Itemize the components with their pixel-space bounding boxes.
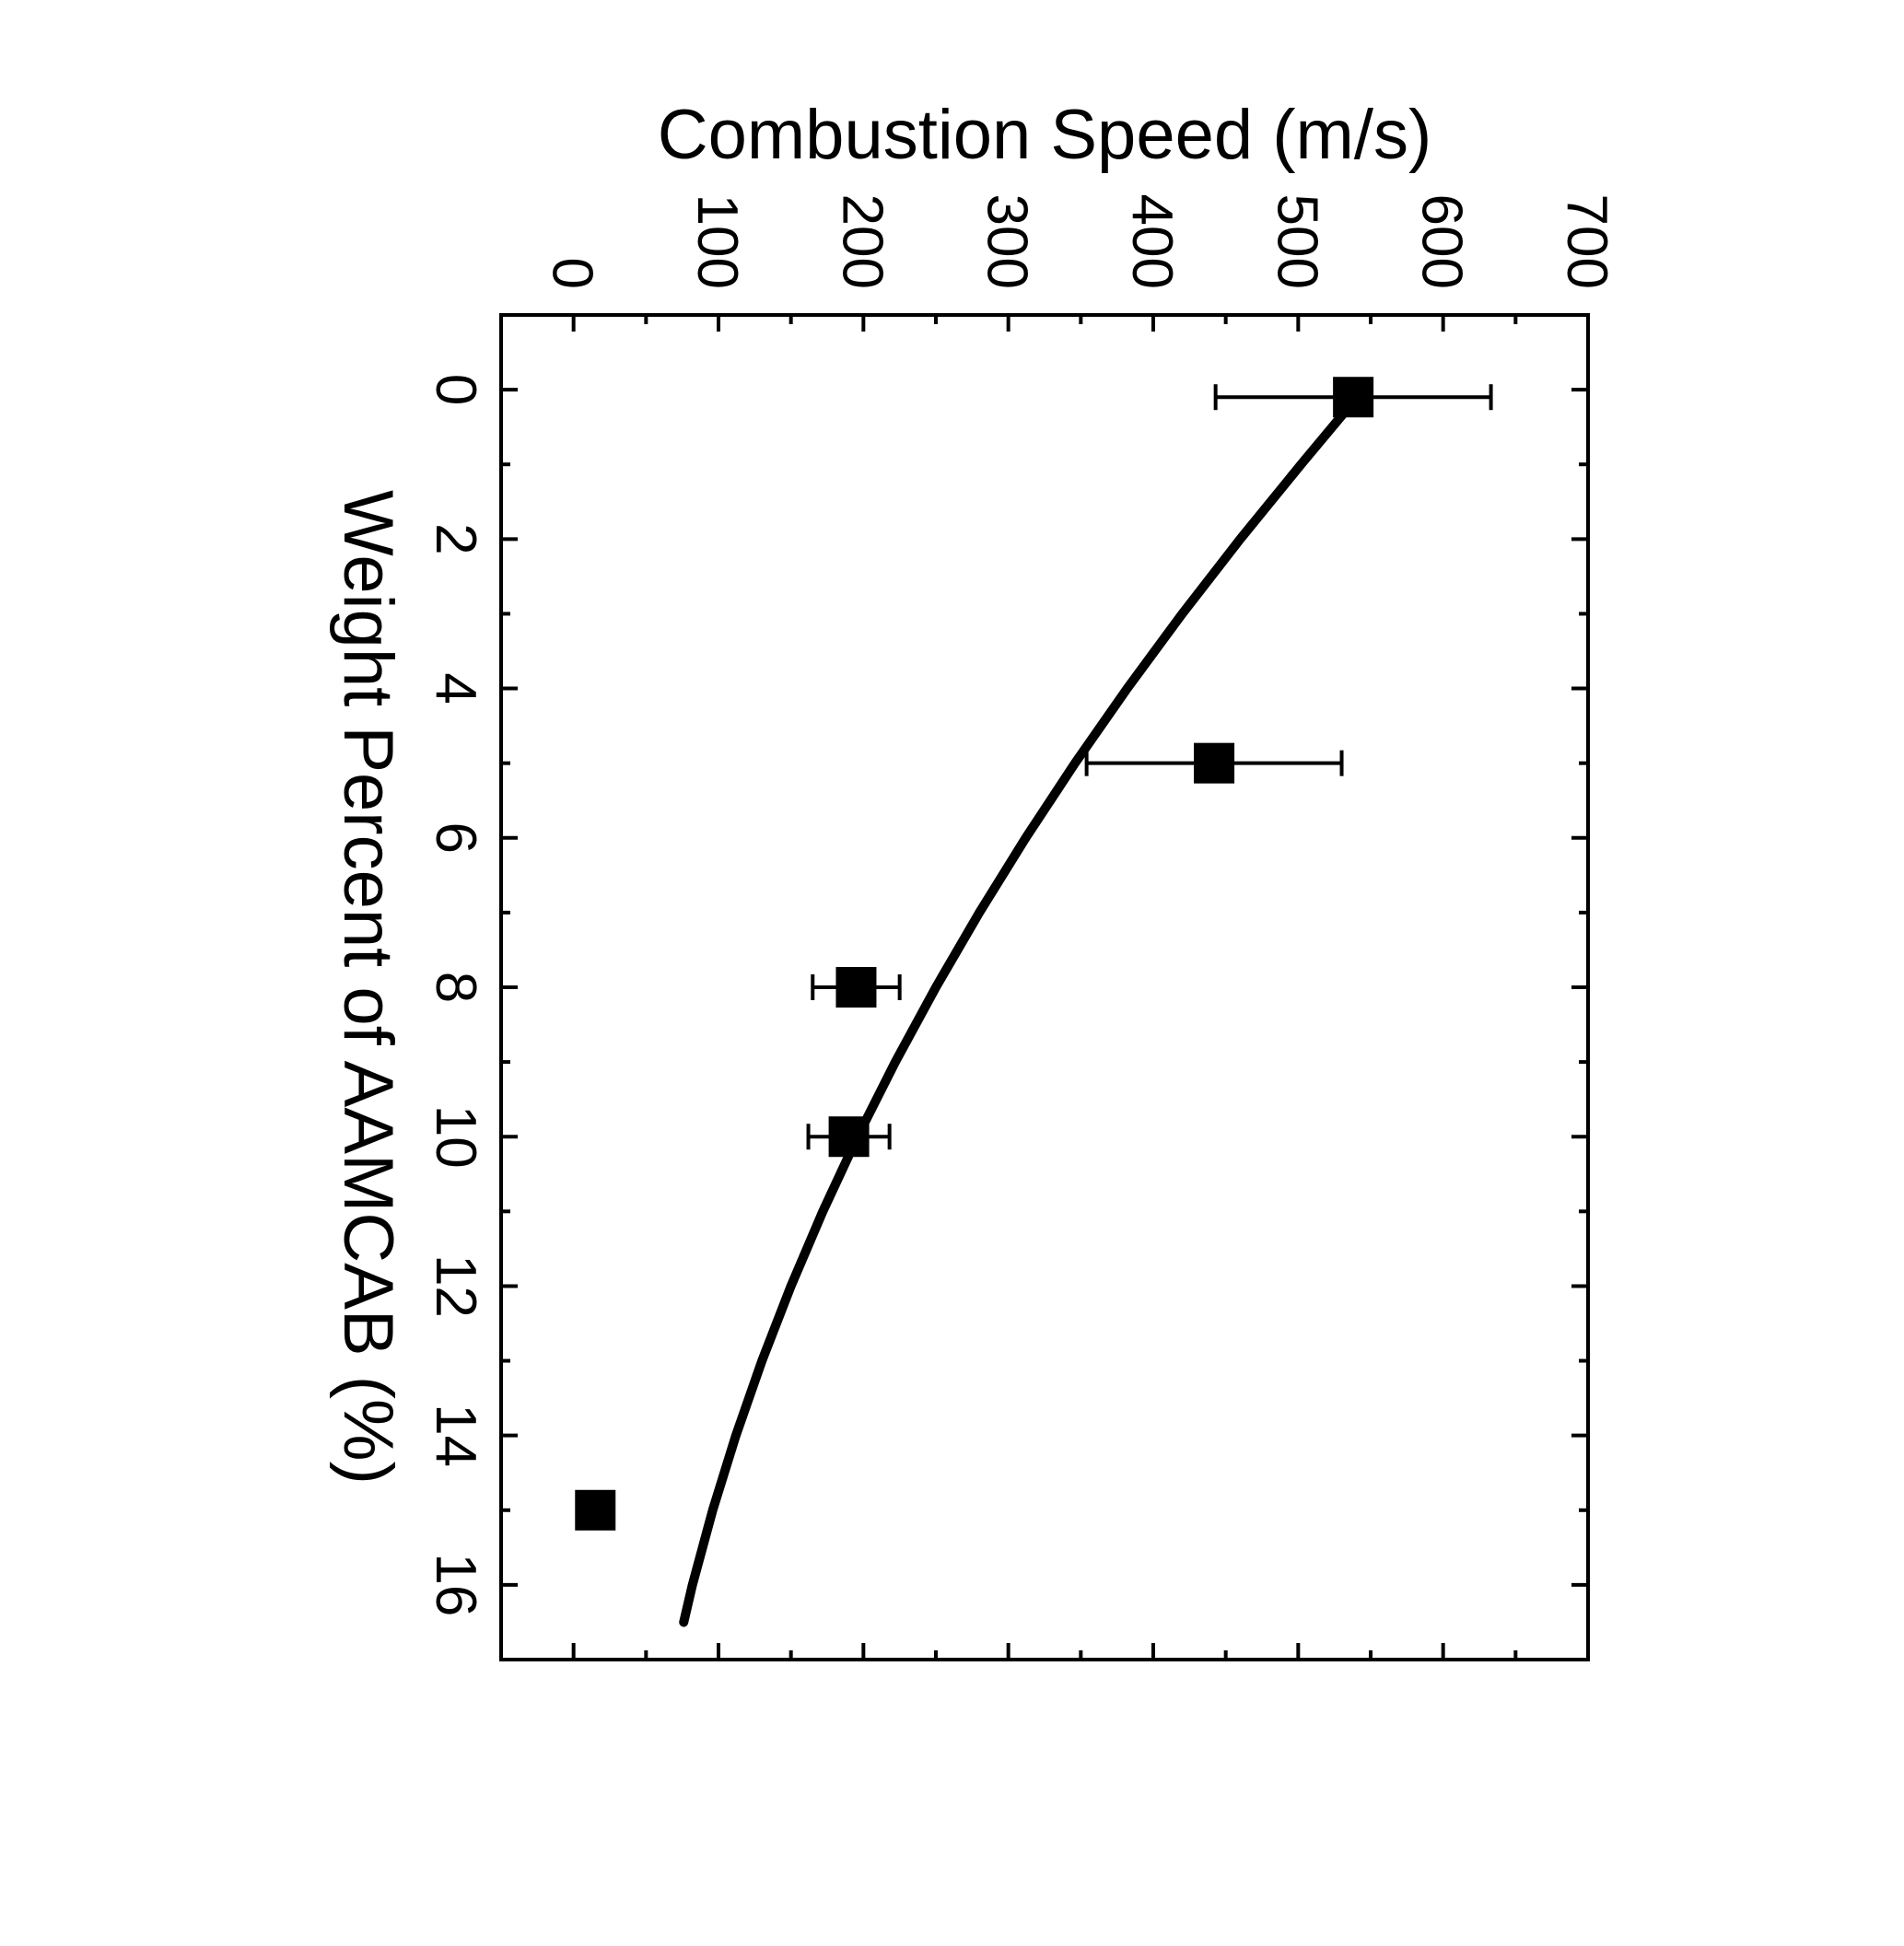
y-tick-label: 700 <box>1555 193 1618 288</box>
chart-container: 0 2 4 6 8 10 12 14 16 0 100 200 300 400 500 600 700 Weigh… <box>262 76 1643 1733</box>
x-tick-label: 8 <box>424 971 487 1002</box>
x-tick-label: 14 <box>424 1404 487 1467</box>
scatter-chart: 0 2 4 6 8 10 12 14 16 0 100 200 300 400 500 600 700 Weigh… <box>262 76 1643 1733</box>
y-tick-label: 600 <box>1409 193 1473 288</box>
x-tick-label: 16 <box>424 1553 487 1616</box>
data-marker <box>576 1490 614 1529</box>
y-tick-label: 200 <box>830 193 894 288</box>
y-tick-label: 400 <box>1120 193 1184 288</box>
x-tick-label: 0 <box>424 373 487 404</box>
data-marker <box>1195 743 1233 782</box>
x-axis-label: Weight Percent of AAMCAB (%) <box>329 490 407 1485</box>
y-tick-label: 300 <box>975 193 1038 288</box>
y-tick-label: 500 <box>1265 193 1328 288</box>
data-marker <box>829 1117 868 1156</box>
data-marker <box>836 968 875 1007</box>
x-tick-label: 2 <box>424 523 487 554</box>
page-root: 0 2 4 6 8 10 12 14 16 0 100 200 300 400 500 600 700 Weigh… <box>0 0 1904 1946</box>
x-tick-label: 12 <box>424 1253 487 1317</box>
data-marker <box>1334 378 1373 416</box>
y-tick-label: 100 <box>685 193 749 288</box>
x-tick-label: 6 <box>424 822 487 853</box>
x-tick-label: 10 <box>424 1104 487 1168</box>
x-tick-label: 4 <box>424 672 487 704</box>
y-tick-label: 0 <box>540 257 603 288</box>
figure-caption: FIG. 2 <box>262 887 263 1087</box>
y-axis-label: Combustion Speed (m/s) <box>657 96 1431 174</box>
